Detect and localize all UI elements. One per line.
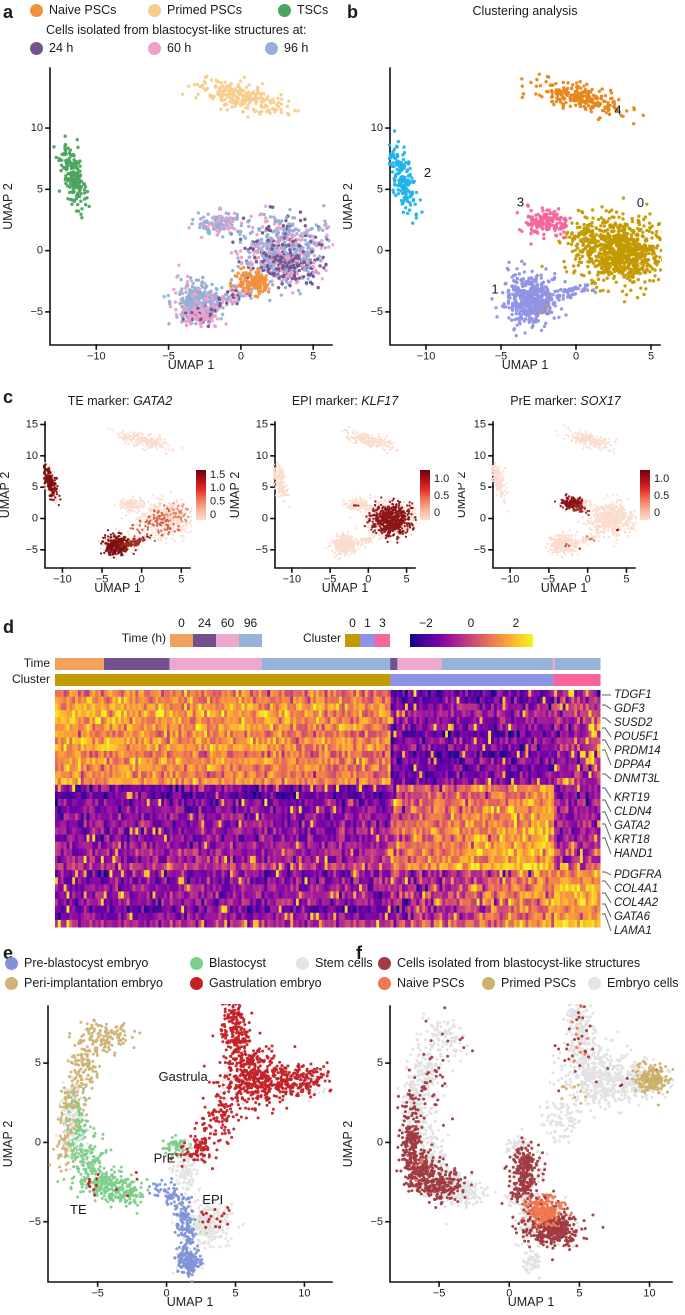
legend-label: Naive PSCs [49, 3, 117, 17]
klf17-title: EPI marker: KLF17 [270, 394, 420, 408]
legend-item-cells-isolated: Cells isolated from blastocyst-like stru… [378, 956, 640, 971]
legend-label: Cells isolated from blastocyst-like stru… [397, 956, 641, 970]
legend-heading: Cells isolated from blastocyst-like stru… [46, 23, 307, 37]
cluster-value-3: 3 [379, 616, 386, 630]
legend-label: 24 h [49, 41, 74, 55]
cluster-legend-label: Cluster [302, 631, 341, 645]
umap-gata2-canvas [0, 408, 232, 600]
legend-label: Pre-blastocyst embryo [24, 956, 149, 970]
legend-label: Naive PSCs [397, 976, 465, 990]
title-prefix: EPI marker: [291, 394, 362, 408]
cells-isolated-swatch-icon [378, 957, 391, 970]
gata2-title: TE marker: GATA2 [45, 394, 195, 408]
legend-item-primed-pscs-f: Primed PSCs [482, 976, 576, 991]
time-value-96: 96 [243, 616, 258, 630]
sox17-title: PrE marker: SOX17 [488, 394, 643, 408]
96h-swatch-icon [265, 42, 278, 55]
legend-label: 60 h [167, 41, 192, 55]
time-value-60: 60 [220, 616, 235, 630]
gastrulation-swatch-icon [190, 977, 203, 990]
time-row-label: Time [23, 656, 50, 670]
panel-d-label: d [3, 617, 14, 637]
cluster-value-1: 1 [364, 616, 371, 630]
legend-item-blastocyst: Blastocyst [190, 956, 266, 971]
umap-sox17-canvas [458, 408, 685, 600]
tscs-swatch-icon [278, 4, 291, 17]
legend-label: Embryo cells [607, 976, 679, 990]
panel-b-label: b [347, 2, 358, 22]
legend-item-naive-pscs-f: Naive PSCs [378, 976, 464, 991]
cluster-row-label: Cluster [11, 672, 50, 686]
legend-item-peri-implantation: Peri-implantation embryo [5, 976, 163, 991]
title-prefix: TE marker: [67, 394, 134, 408]
umap-projection-canvas [340, 1000, 685, 1315]
legend-item-96h: 96 h [265, 41, 308, 56]
embryo-cells-swatch-icon [588, 977, 601, 990]
legend-label: TSCs [297, 3, 329, 17]
pre-blastocyst-swatch-icon [5, 957, 18, 970]
umap-clustering-canvas [343, 55, 685, 375]
panel-c-label: c [3, 387, 14, 407]
legend-item-embryo-cells: Embryo cells [588, 976, 679, 991]
umap-klf17-canvas [230, 408, 462, 600]
60h-swatch-icon [148, 42, 161, 55]
legend-label: Blastocyst [209, 956, 266, 970]
legend-item-stem-cells: Stem cells [296, 956, 373, 971]
legend-item-24h: 24 h [30, 41, 73, 56]
clustering-title: Clustering analysis [472, 4, 578, 18]
legend-label: Peri-implantation embryo [24, 976, 163, 990]
gene-name: GATA2 [133, 394, 173, 408]
legend-item-naive-pscs: Naive PSCs [30, 3, 116, 18]
primed-pscs-swatch-icon [148, 4, 161, 17]
legend-label: Gastrulation embryo [209, 976, 322, 990]
umap-timepoints-canvas [0, 55, 342, 375]
scale-minus2: −2 [419, 616, 433, 630]
legend-item-primed-pscs: Primed PSCs [148, 3, 242, 18]
scale-0: 0 [467, 616, 475, 630]
panel-a-label: a [3, 2, 14, 22]
legend-label: Primed PSCs [501, 976, 577, 990]
time-h-legend-label: Time (h) [121, 631, 166, 645]
legend-item-60h: 60 h [148, 41, 191, 56]
title-prefix: PrE marker: [510, 394, 581, 408]
panel-e-label: e [3, 943, 14, 963]
peri-implantation-swatch-icon [5, 977, 18, 990]
legend-label: Stem cells [315, 956, 373, 970]
24h-swatch-icon [30, 42, 43, 55]
legend-item-gastrulation: Gastrulation embryo [190, 976, 322, 991]
umap-embryo-ref-canvas [0, 1000, 345, 1315]
naive-pscs-f-swatch-icon [378, 977, 391, 990]
time-value-24: 24 [197, 616, 212, 630]
legend-label: 96 h [284, 41, 309, 55]
stem-cells-swatch-icon [296, 957, 309, 970]
naive-pscs-swatch-icon [30, 4, 43, 17]
panel-f-label: f [356, 943, 362, 963]
cluster-value-0: 0 [349, 616, 356, 630]
legend-item-tscs: TSCs [278, 3, 328, 18]
legend-label: Primed PSCs [167, 3, 243, 17]
blastocyst-swatch-icon [190, 957, 203, 970]
gene-name: SOX17 [580, 394, 621, 408]
gene-name: KLF17 [361, 394, 399, 408]
primed-pscs-f-swatch-icon [482, 977, 495, 990]
time-value-0: 0 [178, 616, 185, 630]
scale-2: 2 [512, 616, 520, 630]
legend-item-pre-blastocyst: Pre-blastocyst embryo [5, 956, 148, 971]
heatmap-canvas [0, 612, 685, 960]
